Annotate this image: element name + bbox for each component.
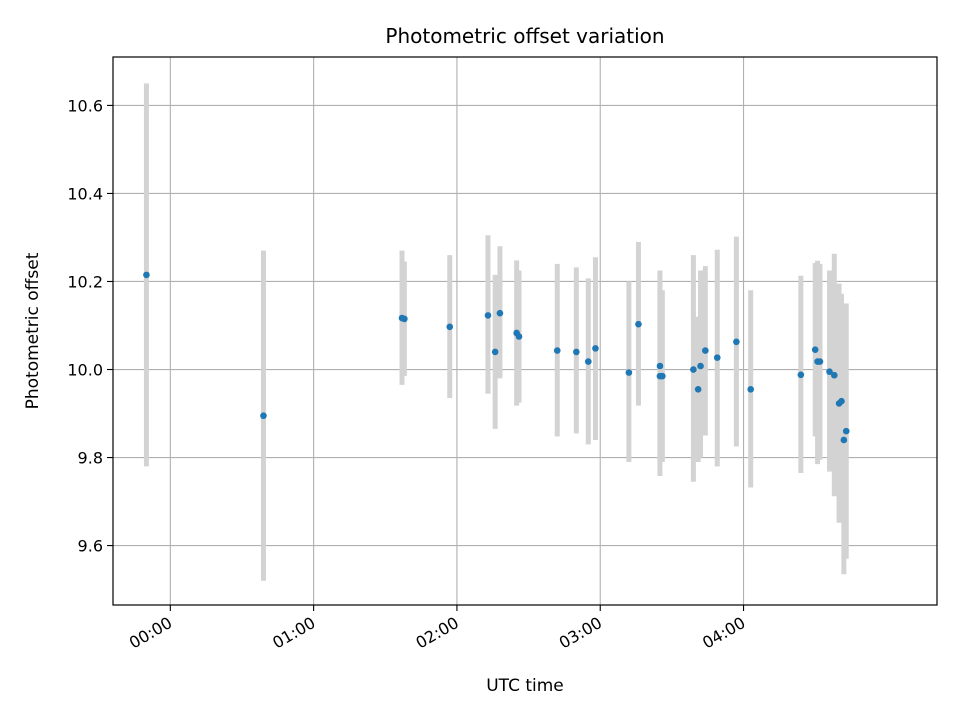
data-point (515, 333, 523, 340)
y-axis-label: Photometric offset (23, 252, 43, 409)
data-point (811, 346, 819, 354)
data-point (484, 312, 492, 319)
data-point (659, 372, 666, 380)
y-tick-label: 9.8 (78, 449, 103, 468)
data-point (694, 386, 702, 393)
data-point (656, 362, 664, 370)
data-point (573, 348, 580, 356)
data-point (401, 315, 408, 323)
y-tick-label: 10.0 (67, 361, 103, 380)
data-point (838, 397, 845, 405)
data-point (816, 358, 824, 365)
data-point (697, 362, 704, 370)
data-point (496, 309, 504, 317)
data-point (702, 347, 709, 354)
data-point (826, 368, 833, 376)
data-point (797, 371, 805, 379)
data-point (584, 358, 592, 365)
y-tick-label: 10.2 (67, 272, 103, 291)
x-axis-label: UTC time (486, 676, 564, 696)
data-point (690, 366, 697, 373)
data-point (143, 271, 150, 279)
data-point (733, 338, 740, 346)
y-tick-label: 10.4 (67, 184, 103, 203)
y-axis-ticks: 9.6 9.8 10.0 10.2 10.4 10.6 (67, 96, 113, 556)
data-point (840, 436, 848, 444)
data-point (446, 323, 454, 331)
grid (113, 57, 937, 605)
data-point (842, 427, 850, 435)
data-point (635, 320, 642, 328)
data-point (625, 369, 633, 376)
data-point (592, 345, 599, 352)
data-points (143, 271, 850, 444)
data-point (747, 386, 755, 393)
y-tick-label: 10.6 (67, 96, 103, 115)
data-point (491, 348, 499, 356)
data-point (260, 412, 267, 420)
data-point (553, 347, 561, 354)
data-point (713, 354, 721, 361)
y-tick-label: 9.6 (78, 537, 103, 556)
plot-frame (112, 56, 938, 606)
chart-title: Photometric offset variation (385, 24, 664, 48)
data-point (830, 371, 838, 379)
